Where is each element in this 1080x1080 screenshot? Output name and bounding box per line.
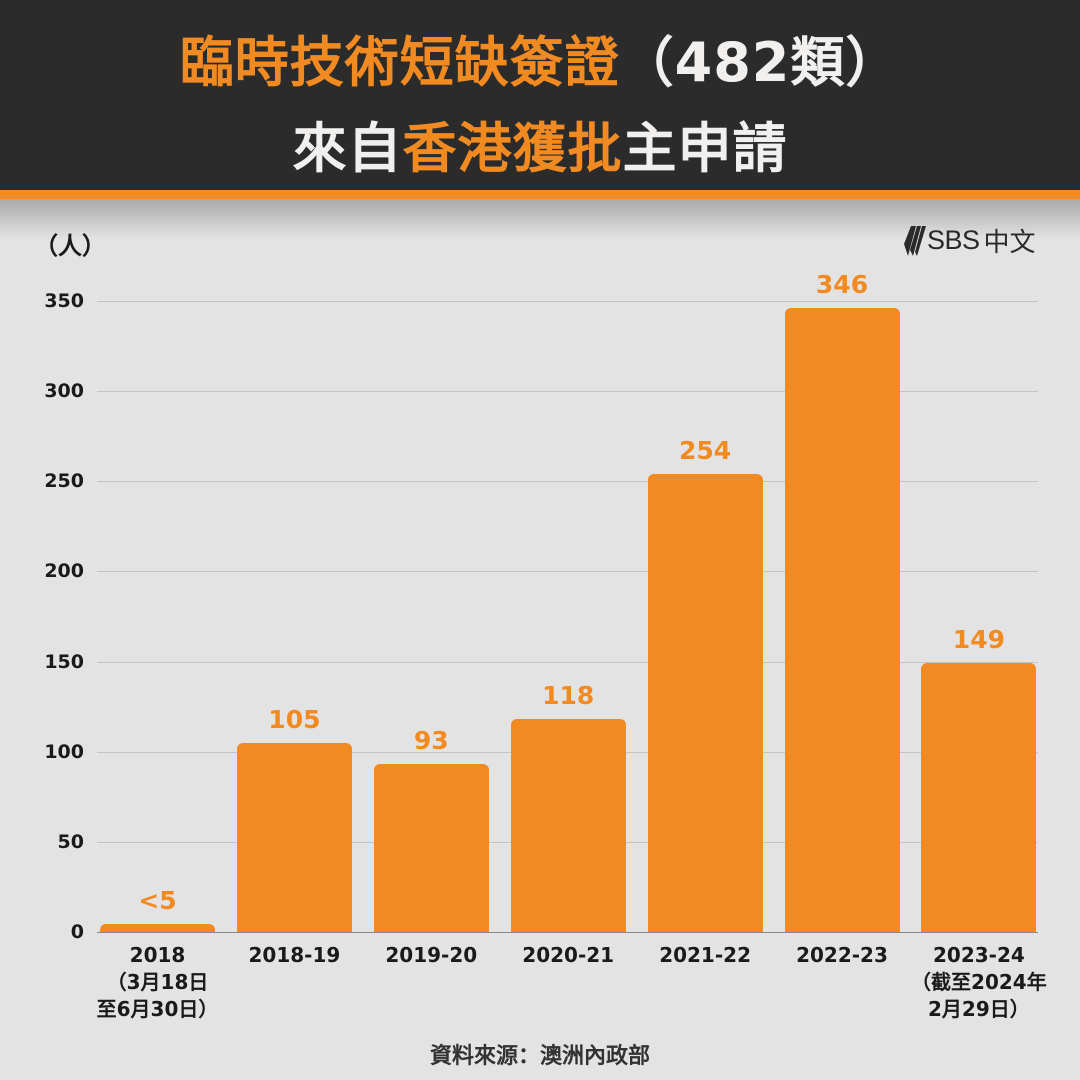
bar-value-label: 93 [413, 726, 449, 756]
x-tick-label: 2018 （3月18日 至6月30日） [96, 943, 219, 1021]
logo-brand-text: SBS [927, 225, 980, 255]
bar-2019-20 [373, 764, 489, 932]
bar-value-label: <5 [138, 886, 177, 915]
x-tick-label: 2021-22 [659, 943, 751, 967]
bar-2020-21 [510, 719, 626, 932]
y-tick-label: 0 [70, 921, 84, 943]
y-tick-label: 200 [44, 560, 84, 583]
bar-2018-19 [236, 742, 352, 932]
header-shadow [0, 199, 1080, 239]
gridline [97, 661, 1038, 663]
title-text: 主申請 [622, 117, 788, 180]
gridline [97, 481, 1038, 483]
sbs-logo: SBS 中文 [903, 222, 1036, 259]
y-tick-label: 350 [44, 290, 84, 312]
bar-2022-23 [784, 308, 900, 932]
sbs-wave-icon [904, 225, 926, 256]
x-axis-line [97, 932, 1038, 933]
bar-2023-24 [921, 663, 1037, 932]
data-source-note: 資料來源：澳洲內政部 [429, 1044, 650, 1069]
logo-suffix-text: 中文 [983, 228, 1036, 258]
bar-value-label: 149 [952, 625, 1005, 655]
gridline [97, 391, 1038, 393]
y-axis-unit-label: （人） [34, 232, 106, 260]
x-tick-label: 2019-20 [385, 943, 478, 967]
bar-value-label: 118 [542, 681, 595, 711]
x-tick-label: 2022-23 [796, 943, 888, 967]
bar-value-label: 346 [815, 270, 869, 300]
title-highlight: 香港獲批 [402, 117, 623, 180]
y-tick-label: 300 [44, 380, 84, 403]
x-tick-label: 2018-19 [248, 943, 341, 967]
y-tick-label: 250 [44, 470, 84, 493]
bar-2018 [100, 924, 215, 932]
title-text: 來自 [292, 117, 403, 180]
title-visa-subclass: （482類） [619, 31, 901, 94]
x-tick-label: 2020-21 [522, 943, 615, 967]
bar-2021-22 [647, 474, 763, 932]
gridline [97, 301, 1038, 302]
x-tick-label: 2023-24 （截至2024年 2月29日） [911, 943, 1047, 1021]
gridline [97, 571, 1038, 573]
header-banner [0, 0, 1080, 190]
bar-value-label: 254 [679, 436, 732, 466]
y-tick-label: 50 [57, 830, 84, 853]
bar-value-label: 105 [268, 704, 321, 734]
chart-title-line-2: 來自香港獲批主申請 [0, 104, 1080, 183]
header-accent-stripe [0, 190, 1080, 199]
y-tick-label: 100 [44, 740, 84, 763]
title-visa-name: 臨時技術短缺簽證 [179, 31, 620, 94]
y-tick-label: 150 [44, 650, 84, 673]
chart-title-line-1: 臨時技術短缺簽證（482類） [0, 18, 1080, 97]
